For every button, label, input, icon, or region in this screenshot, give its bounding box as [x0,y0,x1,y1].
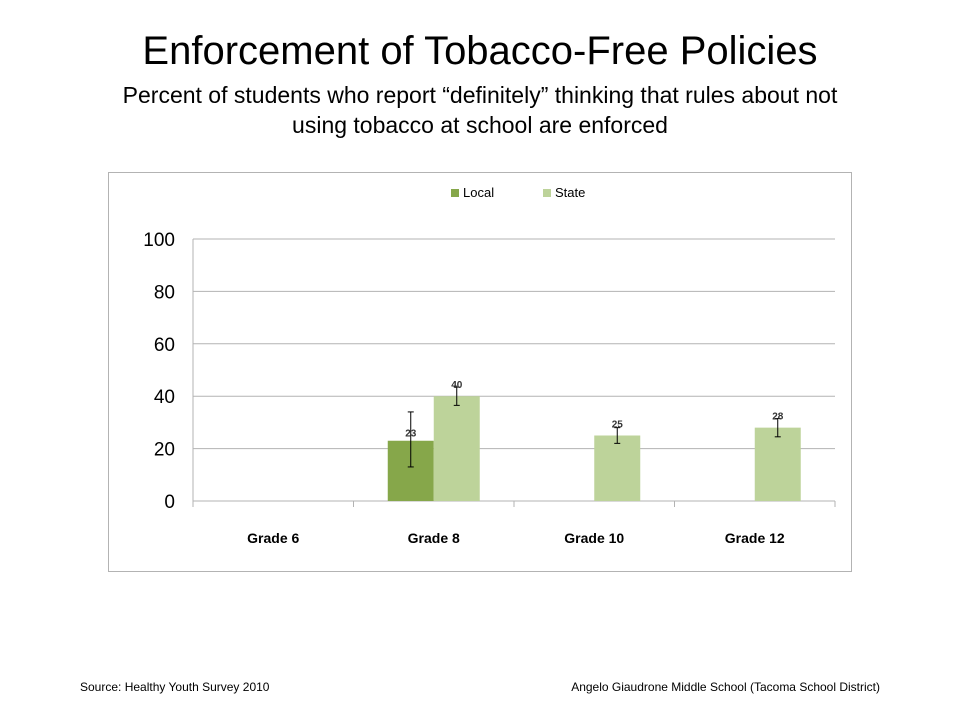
y-tick-label: 60 [154,335,175,356]
y-tick-label: 80 [154,282,175,303]
y-tick-label: 100 [143,230,175,251]
source-note: Source: Healthy Youth Survey 2010 [80,680,270,694]
legend-swatch-state [543,189,551,197]
x-tick-label: Grade 8 [408,530,460,546]
slide-title: Enforcement of Tobacco-Free Policies [142,29,818,73]
x-tick-label: Grade 12 [725,530,785,546]
bar-state [433,396,480,501]
data-label: 28 [772,412,784,423]
x-tick-label: Grade 6 [247,530,299,546]
bar-chart: Local State 0 20 40 60 80 100 Grade 6 Grade 8 Gra… [143,185,836,546]
chart-frame: Local State 0 20 40 60 80 100 Grade 6 Grade 8 Gra… [108,172,852,572]
bars [387,386,801,501]
data-label: 25 [612,420,624,431]
legend-label-state: State [555,185,585,200]
legend: Local State [451,185,585,200]
y-tick-label: 40 [154,387,175,408]
legend-swatch-local [451,189,459,197]
axes: 0 20 40 60 80 100 Grade 6 Grade 8 Grade 10 Grade … [143,230,836,546]
data-labels: 23 40 25 28 [405,380,784,440]
slide-subtitle: Percent of students who report “definite… [122,82,838,138]
data-label: 40 [451,380,463,391]
school-note: Angelo Giaudrone Middle School (Tacoma S… [571,680,880,694]
bar-state [754,427,801,501]
gridlines [193,238,835,502]
x-tick-label: Grade 10 [564,530,624,546]
bar-state [594,435,641,501]
y-tick-label: 0 [164,492,175,513]
legend-label-local: Local [463,185,494,200]
data-label: 23 [405,429,417,440]
y-tick-label: 20 [154,440,175,461]
